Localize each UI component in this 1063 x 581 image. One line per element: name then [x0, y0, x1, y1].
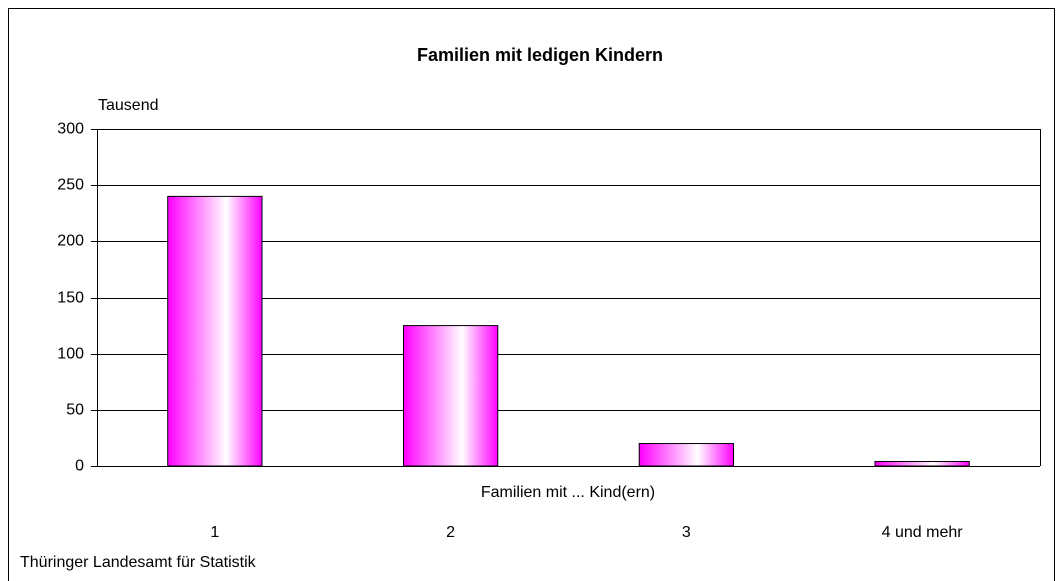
y-axis-label: Tausend [98, 97, 159, 114]
bar [638, 443, 735, 467]
bar [167, 195, 263, 467]
y-tick-label: 200 [57, 233, 84, 250]
y-tick-label: 0 [75, 458, 84, 475]
y-tick-label: 300 [57, 121, 84, 138]
x-tick-label: 2 [446, 524, 455, 541]
y-tick-label: 50 [66, 402, 84, 419]
bar [402, 325, 499, 467]
x-tick-label: 3 [682, 524, 691, 541]
bar [874, 461, 970, 467]
chart-title: Familien mit ledigen Kindern [417, 45, 663, 65]
y-tick-label: 150 [57, 290, 84, 307]
source: Thüringer Landesamt für Statistik [20, 554, 257, 571]
y-tick-label: 100 [57, 346, 84, 363]
chart-frame [8, 8, 1055, 581]
x-tick-label: 1 [210, 524, 219, 541]
x-tick-label: 4 und mehr [882, 524, 964, 541]
x-axis-label: Familien mit ... Kind(ern) [481, 484, 655, 501]
y-tick-label: 250 [57, 177, 84, 194]
